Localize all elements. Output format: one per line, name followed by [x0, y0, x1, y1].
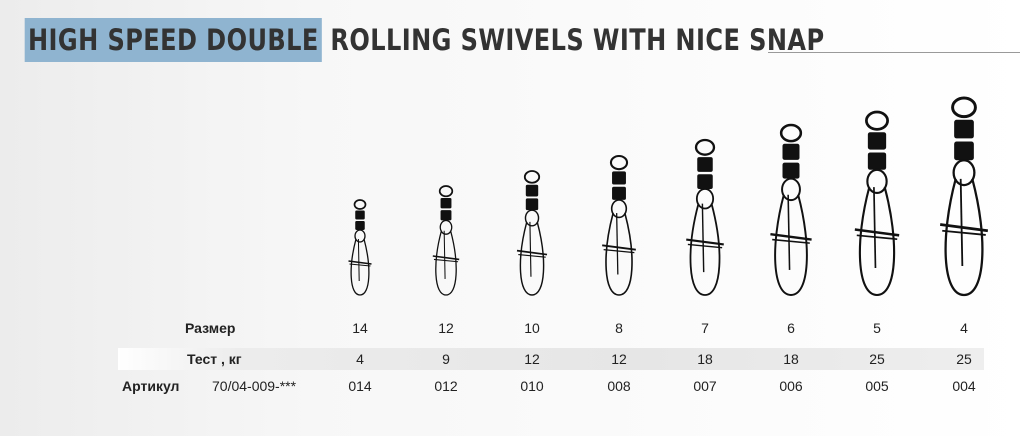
- article-row: Артикул 70/04-009-*** 014 012 010 008 00…: [0, 375, 1030, 397]
- article-cell: 005: [865, 378, 889, 394]
- swivel-snap-icon: [516, 170, 548, 296]
- test-cell: 9: [442, 351, 450, 367]
- test-cell: 12: [611, 351, 627, 367]
- page-title: HIGH SPEED DOUBLE ROLLING SWIVELS WITH N…: [24, 16, 825, 64]
- test-cell: 18: [697, 351, 713, 367]
- swivel-snap-icon: [686, 138, 724, 296]
- size-cell: 10: [524, 320, 540, 336]
- swivel-snap-icon: [854, 110, 900, 297]
- size-label: Размер: [185, 320, 236, 336]
- size-cell: 5: [873, 320, 881, 336]
- article-label: Артикул: [122, 378, 180, 394]
- test-cell: 25: [869, 351, 885, 367]
- test-label: Тест , кг: [187, 351, 242, 367]
- swivel-snap-icon: [939, 96, 989, 297]
- article-cell: 004: [952, 378, 976, 394]
- article-cell: 008: [607, 378, 631, 394]
- article-cell: 010: [520, 378, 544, 394]
- test-row-band: [118, 348, 984, 370]
- size-cell: 4: [960, 320, 968, 336]
- article-code: 70/04-009-***: [212, 378, 297, 394]
- title-rest: ROLLING SWIVELS WITH NICE SNAP: [330, 23, 825, 57]
- swivel-snap-icon: [348, 199, 372, 296]
- test-row: Тест , кг 4 9 12 12 18 18 25 25: [0, 348, 1030, 370]
- test-cell: 25: [956, 351, 972, 367]
- size-cell: 7: [701, 320, 709, 336]
- article-cell: 012: [434, 378, 458, 394]
- title-highlight: HIGH SPEED DOUBLE: [24, 18, 323, 62]
- test-cell: 18: [783, 351, 799, 367]
- size-cell: 12: [438, 320, 454, 336]
- test-cell: 12: [524, 351, 540, 367]
- test-cell: 4: [356, 351, 364, 367]
- article-cell: 006: [779, 378, 803, 394]
- size-cell: 14: [352, 320, 368, 336]
- article-cell: 014: [348, 378, 372, 394]
- swivel-snap-icon: [432, 185, 460, 296]
- swivel-snap-icon: [602, 154, 636, 296]
- size-row: Размер 14 12 10 8 7 6 5 4: [0, 317, 1030, 339]
- swivel-snap-icon: [770, 123, 812, 296]
- size-cell: 8: [615, 320, 623, 336]
- title-underline: [768, 52, 1020, 53]
- article-cell: 007: [693, 378, 717, 394]
- size-cell: 6: [787, 320, 795, 336]
